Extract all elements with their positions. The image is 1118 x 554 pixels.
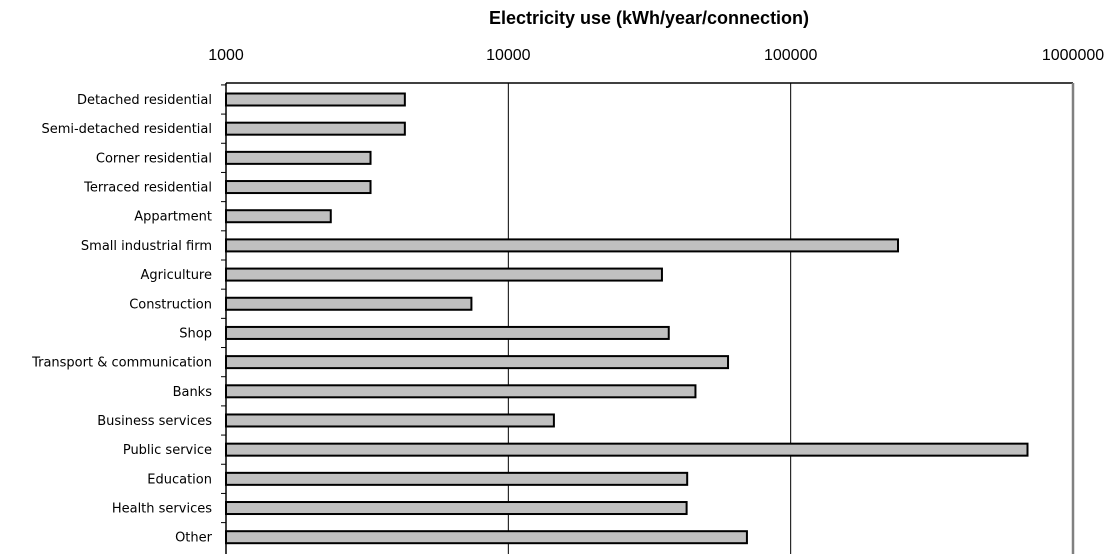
bar — [225, 296, 473, 311]
category-label: Corner residential — [96, 151, 212, 166]
category-label: Public service — [123, 443, 212, 458]
category-label: Education — [147, 472, 212, 487]
bar — [225, 121, 406, 136]
category-label: Health services — [112, 502, 212, 517]
bar — [225, 180, 372, 195]
category-label: Terraced residential — [83, 181, 212, 196]
bar — [225, 355, 730, 370]
bar — [225, 92, 406, 107]
chart-title: Electricity use (kWh/year/connection) — [489, 8, 809, 28]
bar — [225, 209, 332, 224]
x-tick-label: 1000000 — [1042, 47, 1104, 64]
axes — [221, 82, 1075, 554]
bar — [225, 150, 372, 165]
bar — [225, 238, 900, 253]
x-tick-label: 1000 — [208, 47, 244, 64]
category-label: Shop — [179, 326, 212, 341]
category-label: Small industrial firm — [81, 239, 212, 254]
category-label: Transport & communication — [31, 356, 212, 371]
bar — [225, 442, 1029, 457]
bars — [225, 92, 1029, 545]
category-label: Agriculture — [141, 268, 213, 283]
category-label: Detached residential — [77, 93, 212, 108]
bar — [225, 413, 555, 428]
category-label: Other — [175, 531, 213, 546]
x-tick-label: 100000 — [764, 47, 817, 64]
category-label: Appartment — [134, 210, 212, 225]
bar — [225, 325, 670, 340]
category-label: Business services — [97, 414, 212, 429]
x-tick-label: 10000 — [486, 47, 531, 64]
bar — [225, 471, 689, 486]
category-label: Semi-detached residential — [41, 122, 212, 137]
bar — [225, 384, 697, 399]
category-label: Banks — [173, 385, 213, 400]
bar — [225, 530, 748, 545]
labels: 1000 10000 100000 1000000 Detached residenti… — [31, 47, 1104, 546]
bar — [225, 501, 688, 516]
bar — [225, 267, 663, 282]
category-label: Construction — [129, 297, 212, 312]
